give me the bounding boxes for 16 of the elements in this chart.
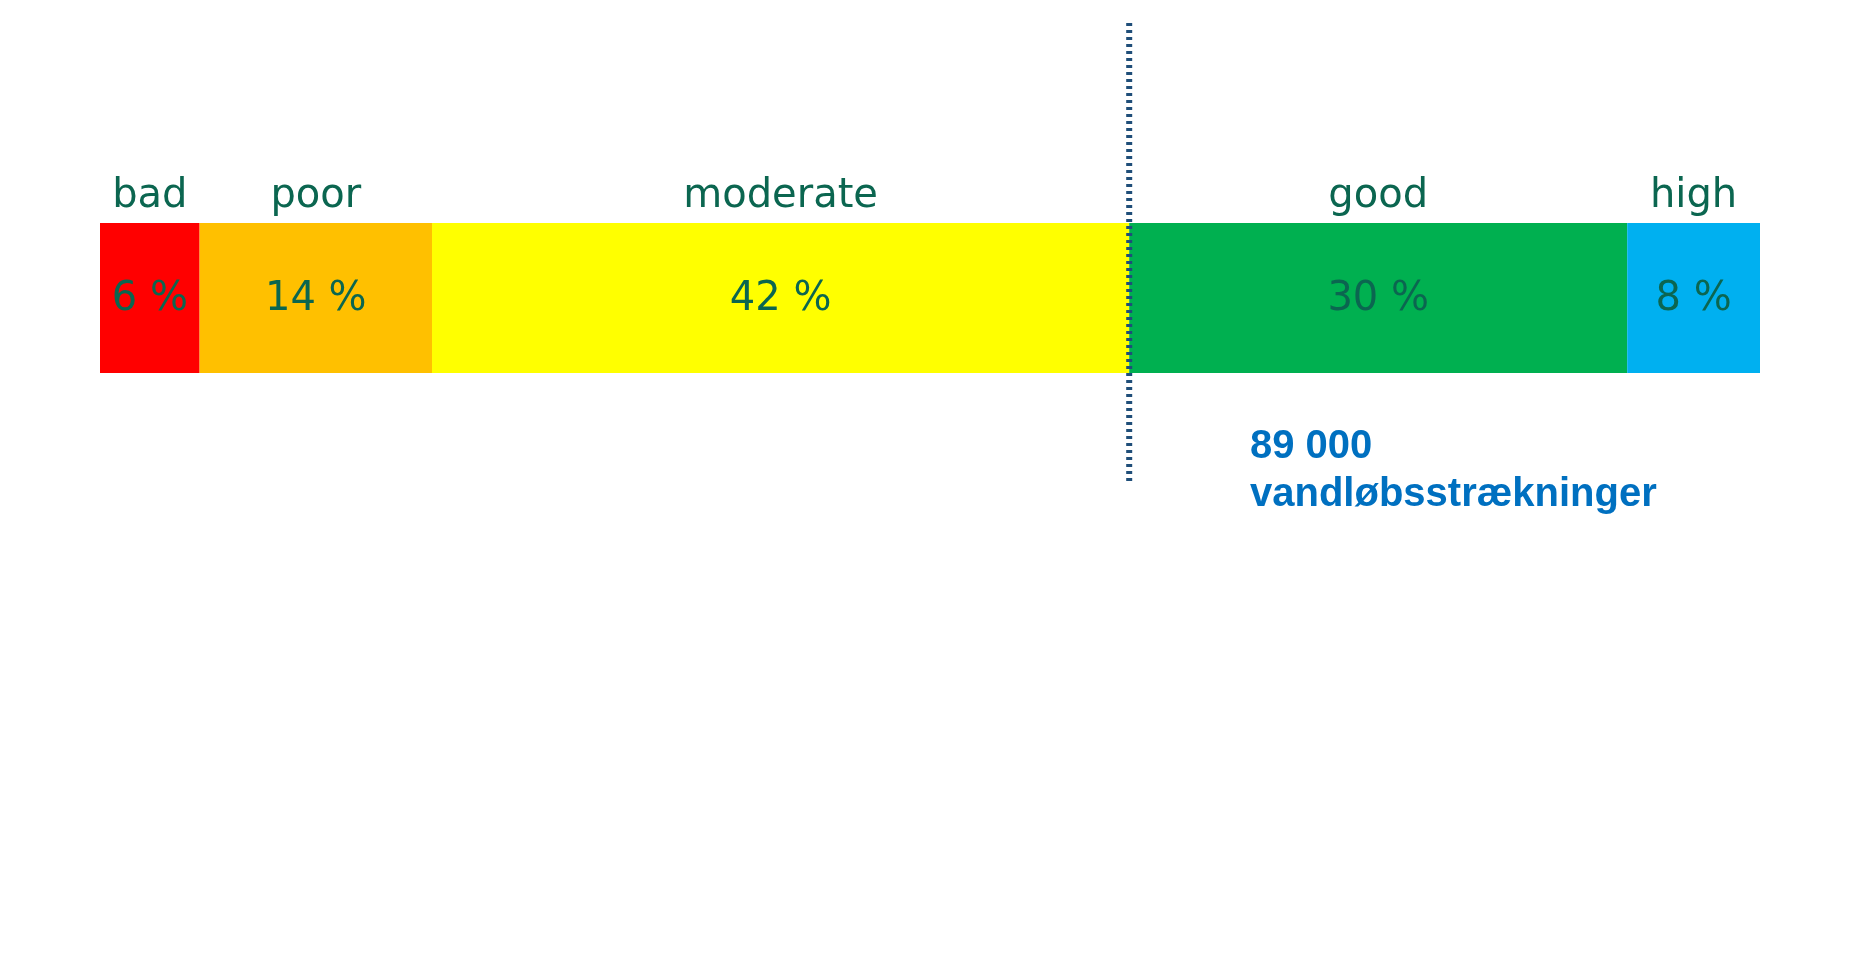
text: 89 000 vandløbsstrækninger xyxy=(1250,421,1658,516)
series-label: good xyxy=(1328,170,1429,216)
bar xyxy=(100,223,200,373)
bar xyxy=(1627,223,1760,373)
bar xyxy=(1129,223,1628,373)
bar xyxy=(199,223,432,373)
series-label: bad xyxy=(112,170,188,216)
data-label: 42 % xyxy=(729,273,832,319)
series-label: poor xyxy=(270,170,362,216)
data-label: 14 % xyxy=(264,273,367,319)
data-label: 8 % xyxy=(1655,273,1732,319)
bar xyxy=(432,223,1130,373)
series-label: high xyxy=(1649,170,1738,216)
data-label: 30 % xyxy=(1327,273,1430,319)
data-label: 6 % xyxy=(111,273,188,319)
series-label: moderate xyxy=(683,170,878,216)
